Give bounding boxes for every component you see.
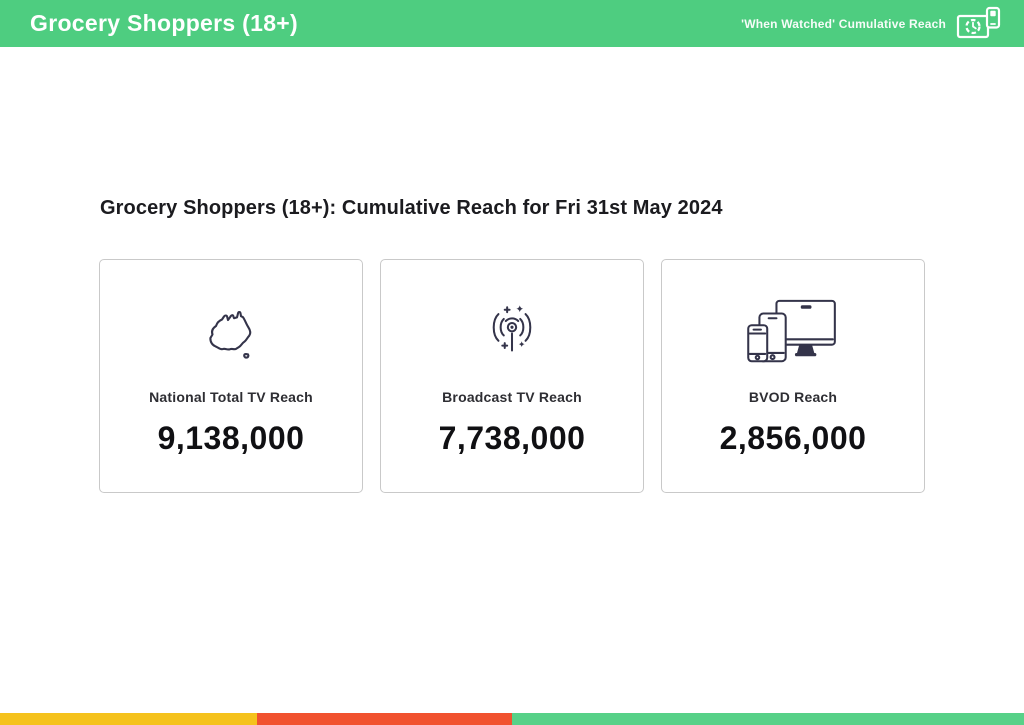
stripe-yellow [0, 713, 258, 725]
kpi-value: 9,138,000 [157, 420, 305, 456]
australia-map-icon [100, 303, 362, 363]
header-right-group: 'When Watched' Cumulative Reach [741, 6, 1002, 42]
kpi-card-broadcast-tv-reach: Broadcast TV Reach 7,738,000 [380, 259, 644, 493]
kpi-value: 2,856,000 [719, 420, 867, 456]
kpi-label: BVOD Reach [748, 389, 838, 405]
footer-stripes [0, 713, 1024, 725]
stripe-red [257, 713, 512, 725]
kpi-card-bvod-reach: BVOD Reach 2,856,000 [661, 259, 925, 493]
page-title: Grocery Shoppers (18+) [30, 10, 299, 36]
kpi-value: 7,738,000 [438, 420, 586, 456]
stripe-green [511, 713, 1024, 725]
broadcast-antenna-icon [381, 303, 643, 363]
header-subtitle: 'When Watched' Cumulative Reach [741, 16, 946, 31]
kpi-label: National Total TV Reach [149, 389, 313, 405]
multi-device-icon [662, 299, 924, 363]
tv-clock-phone-icon [956, 6, 1002, 42]
kpi-cards: National Total TV Reach 9,138,000 [99, 259, 925, 493]
kpi-card-national-total-tv-reach: National Total TV Reach 9,138,000 [99, 259, 363, 493]
kpi-label: Broadcast TV Reach [442, 389, 582, 405]
header-bar: Grocery Shoppers (18+) 'When Watched' Cu… [0, 0, 1024, 47]
report-heading: Grocery Shoppers (18+): Cumulative Reach… [100, 197, 723, 219]
